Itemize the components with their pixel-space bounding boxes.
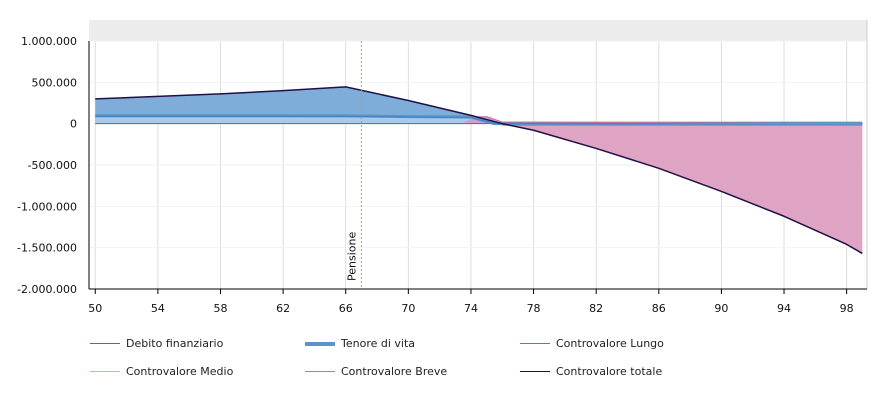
- y-tick-label: -1.500.000: [17, 242, 77, 255]
- legend-item[interactable]: Controvalore Medio: [90, 365, 233, 378]
- x-tick-label: 50: [88, 302, 102, 315]
- y-tick-label: 1.000.000: [21, 35, 77, 48]
- legend-swatch: [305, 370, 335, 373]
- legend-label: Controvalore totale: [556, 365, 663, 378]
- x-tick-label: 98: [840, 302, 854, 315]
- x-tick-label: 82: [589, 302, 603, 315]
- legend-item[interactable]: Tenore di vita: [305, 337, 415, 350]
- y-tick-label: -1.000.000: [17, 200, 77, 213]
- x-tick-label: 62: [276, 302, 290, 315]
- x-tick-label: 54: [151, 302, 165, 315]
- legend-item[interactable]: Controvalore Breve: [305, 365, 447, 378]
- x-tick-label: 78: [527, 302, 541, 315]
- x-tick-label: 58: [213, 302, 227, 315]
- annotations: Pensione: [345, 41, 362, 289]
- legend-label: Controvalore Breve: [341, 365, 448, 378]
- x-tick-label: 66: [339, 302, 353, 315]
- series-lines: [95, 86, 863, 255]
- plot-header-band: [89, 20, 867, 41]
- legend-item[interactable]: Controvalore Lungo: [520, 337, 664, 350]
- x-tick-label: 94: [777, 302, 791, 315]
- legend-label: Controvalore Medio: [126, 365, 234, 378]
- x-tick-label: 86: [652, 302, 666, 315]
- legend-swatch: [520, 342, 550, 345]
- series-line-controvalore-lungo: [95, 115, 863, 125]
- x-tick-label: 90: [714, 302, 728, 315]
- area-negative: [502, 123, 863, 254]
- legend-item[interactable]: Controvalore totale: [520, 365, 662, 378]
- legend-label: Debito finanziario: [126, 337, 224, 350]
- chart-areas: [95, 86, 863, 254]
- legend-swatch: [305, 341, 335, 346]
- legend-label: Tenore di vita: [341, 337, 416, 350]
- legend-swatch: [90, 370, 120, 373]
- annotation-label: Pensione: [345, 232, 358, 281]
- y-tick-label: 500.000: [32, 76, 78, 89]
- legend-swatch: [520, 370, 550, 373]
- x-tick-label: 74: [464, 302, 478, 315]
- y-tick-label: 0: [70, 118, 77, 131]
- y-tick-label: -2.000.000: [17, 283, 77, 296]
- series-line-controvalore-totale: [95, 86, 863, 255]
- legend-swatch: [90, 342, 120, 345]
- legend: Debito finanziario Tenore di vita Controva…: [0, 330, 888, 390]
- x-tick-label: 70: [401, 302, 415, 315]
- y-tick-label: -500.000: [28, 159, 77, 172]
- legend-item[interactable]: Debito finanziario: [90, 337, 223, 350]
- legend-label: Controvalore Lungo: [556, 337, 664, 350]
- axes: 1.000.000 500.000 0 -500.000 -1.000.000 -1.50…: [17, 35, 867, 315]
